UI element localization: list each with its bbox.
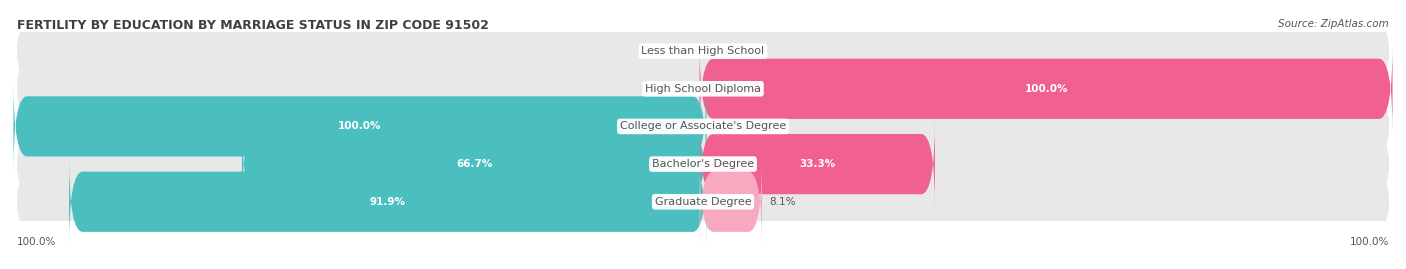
Text: Graduate Degree: Graduate Degree — [655, 197, 751, 207]
Text: 0.0%: 0.0% — [659, 46, 686, 56]
FancyBboxPatch shape — [14, 66, 1392, 186]
Text: 100.0%: 100.0% — [1350, 238, 1389, 247]
Legend: Married, Unmarried: Married, Unmarried — [616, 266, 790, 269]
Text: Bachelor's Degree: Bachelor's Degree — [652, 159, 754, 169]
Text: 66.7%: 66.7% — [456, 159, 492, 169]
Text: 33.3%: 33.3% — [799, 159, 835, 169]
Text: Source: ZipAtlas.com: Source: ZipAtlas.com — [1278, 19, 1389, 29]
Text: 100.0%: 100.0% — [17, 238, 56, 247]
FancyBboxPatch shape — [700, 119, 935, 209]
FancyBboxPatch shape — [14, 104, 1392, 224]
FancyBboxPatch shape — [14, 142, 1392, 262]
Text: 0.0%: 0.0% — [720, 46, 747, 56]
Text: Less than High School: Less than High School — [641, 46, 765, 56]
FancyBboxPatch shape — [69, 157, 706, 247]
Text: 91.9%: 91.9% — [370, 197, 406, 207]
Text: 0.0%: 0.0% — [720, 121, 747, 132]
Text: 8.1%: 8.1% — [769, 197, 796, 207]
Text: 100.0%: 100.0% — [1025, 84, 1067, 94]
FancyBboxPatch shape — [14, 29, 1392, 149]
Text: College or Associate's Degree: College or Associate's Degree — [620, 121, 786, 132]
FancyBboxPatch shape — [700, 157, 762, 247]
Text: 0.0%: 0.0% — [659, 84, 686, 94]
FancyBboxPatch shape — [700, 44, 1392, 134]
Text: High School Diploma: High School Diploma — [645, 84, 761, 94]
Text: 100.0%: 100.0% — [339, 121, 381, 132]
Text: FERTILITY BY EDUCATION BY MARRIAGE STATUS IN ZIP CODE 91502: FERTILITY BY EDUCATION BY MARRIAGE STATU… — [17, 19, 489, 32]
FancyBboxPatch shape — [242, 119, 706, 209]
FancyBboxPatch shape — [14, 81, 706, 172]
FancyBboxPatch shape — [14, 0, 1392, 111]
